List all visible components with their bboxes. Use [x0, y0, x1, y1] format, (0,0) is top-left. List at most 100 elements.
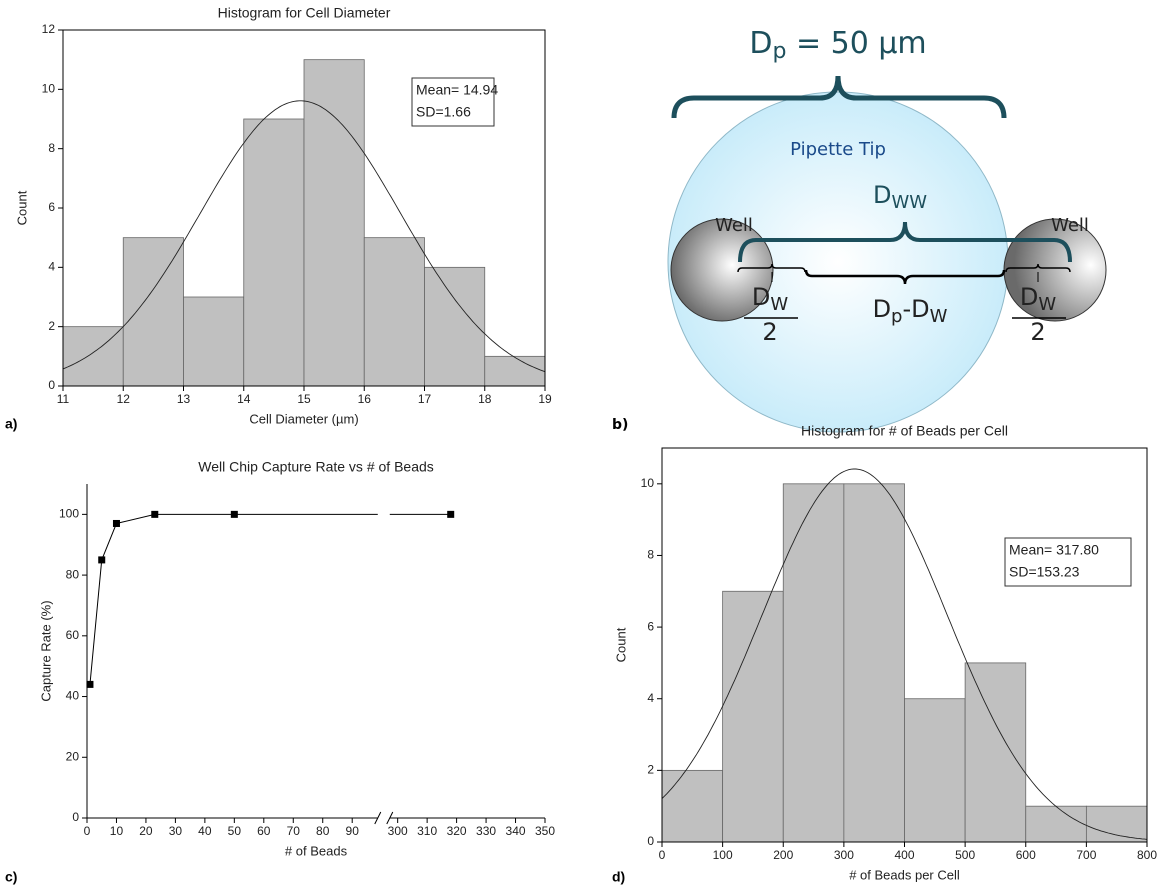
symbol: -D: [902, 295, 929, 323]
bar: [661, 769, 724, 843]
x-tick-label: 20: [139, 824, 153, 838]
fit-curve: [62, 100, 546, 373]
y-tick-label: 80: [66, 567, 80, 581]
x-tick-label: 10: [110, 824, 124, 838]
annotation: SD=1.66: [416, 104, 471, 120]
bar: [904, 698, 966, 843]
x-tick-label: 40: [198, 824, 212, 838]
annotation: Mean= 317.80: [1009, 542, 1099, 558]
bar: [722, 590, 784, 843]
x-tick-label: 80: [316, 824, 330, 838]
denominator: 2: [762, 318, 777, 346]
subscript: W: [770, 294, 788, 315]
x-tick-label: 100: [713, 848, 733, 862]
dw-half-label: DW: [752, 283, 788, 315]
x-tick-label: 800: [1137, 848, 1157, 862]
x-tick-label: 0: [659, 848, 666, 862]
chart-title: Histogram for Cell Diameter: [218, 5, 391, 21]
panel-label: b): [612, 417, 628, 433]
y-tick-label: 6: [647, 619, 654, 633]
y-tick-label: 0: [647, 834, 654, 848]
bar: [243, 118, 305, 387]
point: [230, 510, 238, 518]
x-tick-label: 700: [1076, 848, 1096, 862]
line: [89, 513, 451, 685]
panel-label: a): [5, 416, 17, 432]
dp-dw-label: Dp-DW: [873, 295, 948, 327]
point: [112, 519, 120, 527]
x-tick-label: 310: [417, 824, 437, 838]
x-axis-label: # of Beads per Cell: [849, 867, 960, 882]
x-tick-label: 11: [57, 392, 70, 406]
y-tick-label: 8: [647, 548, 654, 562]
x-tick-label: 19: [538, 392, 552, 406]
y-tick-label: 60: [66, 628, 80, 642]
x-tick-label: 12: [117, 392, 131, 406]
x-tick-label: 15: [297, 392, 311, 406]
x-tick-label: 17: [418, 392, 432, 406]
x-tick-label: 14: [237, 392, 251, 406]
bar: [1085, 805, 1148, 843]
x-axis-label: # of Beads: [285, 843, 348, 858]
diagram: Dp = 50 µm Pipette Tip Well Well DWW DW …: [612, 26, 1107, 433]
x-tick-label: 300: [834, 848, 854, 862]
x-tick-label: 500: [955, 848, 975, 862]
panel-label: c): [5, 869, 17, 885]
x-tick-label: 320: [447, 824, 467, 838]
x-tick-label: 400: [894, 848, 914, 862]
subscript: W: [1038, 294, 1056, 315]
x-tick-label: 18: [478, 392, 492, 406]
y-axis-label: Capture Rate (%): [38, 600, 53, 701]
bar: [122, 237, 184, 387]
plot-frame: [62, 29, 546, 387]
symbol: D: [873, 181, 891, 209]
y-tick-label: 100: [59, 507, 79, 521]
point: [86, 680, 94, 688]
y-tick-label: 40: [66, 689, 80, 703]
x-tick-label: 0: [84, 824, 91, 838]
break-mark: [386, 811, 394, 825]
bar: [843, 483, 905, 843]
x-tick-label: 330: [476, 824, 496, 838]
dww-brace: [738, 221, 1072, 263]
y-tick-label: 0: [72, 810, 79, 824]
subscript: W: [930, 306, 948, 327]
x-tick-label: 60: [257, 824, 271, 838]
chart-title: Well Chip Capture Rate vs # of Beads: [198, 459, 434, 475]
break-mark: [374, 811, 382, 825]
annotation-box: [1004, 537, 1132, 587]
dw-half-label: DW: [1020, 283, 1056, 315]
x-tick-label: 340: [506, 824, 526, 838]
x-axis-label: Cell Diameter (µm): [249, 411, 358, 426]
y-tick-label: 20: [66, 749, 80, 763]
x-tick-label: 200: [773, 848, 793, 862]
x-tick-label: 600: [1016, 848, 1036, 862]
y-tick-label: 0: [48, 378, 55, 392]
x-tick-label: 300: [388, 824, 408, 838]
annotation: Mean= 14.94: [416, 82, 498, 98]
symbol: D: [749, 26, 772, 61]
y-tick-label: 10: [42, 82, 56, 96]
y-tick-label: 6: [48, 200, 55, 214]
x-tick-label: 90: [346, 824, 360, 838]
pipette-brace: [671, 75, 1007, 119]
bar: [363, 237, 425, 387]
bar: [964, 662, 1027, 843]
subscript: p: [891, 306, 902, 327]
y-tick-label: 10: [641, 476, 655, 490]
x-tick-label: 30: [169, 824, 183, 838]
point: [98, 556, 106, 564]
axis-break-gap: [377, 484, 390, 824]
x-tick-label: 50: [228, 824, 242, 838]
bar: [303, 59, 365, 387]
annotation: SD=153.23: [1009, 564, 1080, 580]
y-tick-label: 2: [647, 763, 654, 777]
subscript: p: [772, 39, 786, 64]
y-tick-label: 2: [48, 319, 55, 333]
bar: [782, 483, 845, 843]
x-tick-label: 13: [177, 392, 191, 406]
fit-curve: [661, 468, 1148, 840]
bar: [183, 296, 245, 387]
